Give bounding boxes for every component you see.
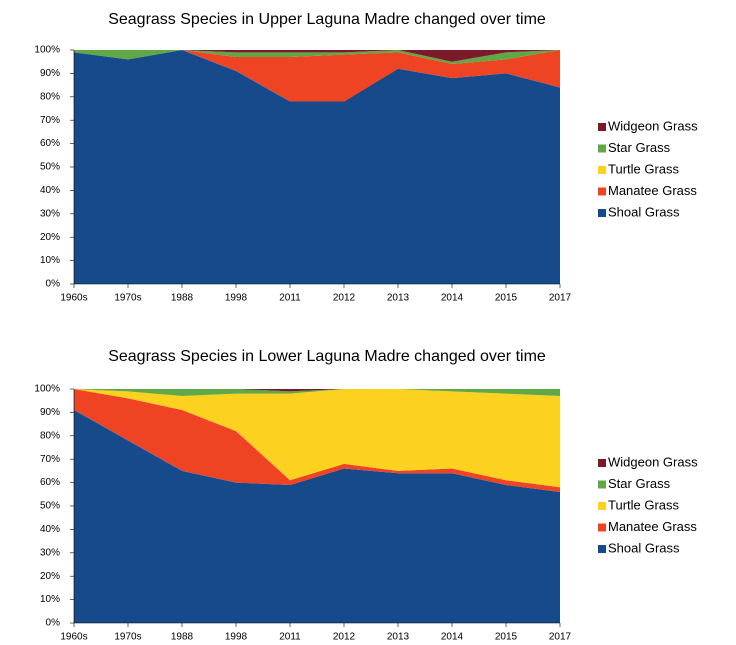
y-tick-label: 40% — [40, 185, 60, 196]
x-tick-label: 1988 — [171, 632, 194, 643]
legend-label: Manatee Grass — [608, 183, 697, 198]
legend-label: Shoal Grass — [608, 204, 680, 219]
y-tick-label: 60% — [40, 138, 60, 149]
x-tick-label: 2012 — [333, 293, 356, 304]
x-tick-label: 2013 — [387, 632, 410, 643]
x-tick-label: 2015 — [495, 632, 518, 643]
y-tick-label: 10% — [40, 255, 60, 266]
y-tick-label: 0% — [46, 618, 61, 629]
y-tick-label: 10% — [40, 594, 60, 605]
area — [74, 50, 560, 62]
x-tick-label: 2017 — [549, 632, 572, 643]
area — [74, 389, 560, 397]
legend-label: Turtle Grass — [608, 161, 680, 176]
legend-swatch — [598, 209, 606, 217]
legend-swatch — [598, 523, 606, 532]
x-tick-label: 1970s — [114, 293, 141, 304]
area — [74, 50, 560, 65]
x-tick-label: 2012 — [333, 632, 356, 643]
legend-label: Widgeon Grass — [608, 118, 698, 133]
y-tick-label: 90% — [40, 407, 60, 418]
x-tick-label: 2014 — [441, 632, 464, 643]
x-tick-label: 1998 — [225, 293, 248, 304]
x-tick-label: 1960s — [60, 632, 87, 643]
legend-swatch — [598, 459, 606, 467]
x-tick-label: 2011 — [279, 632, 301, 643]
y-tick-label: 60% — [40, 477, 60, 488]
y-tick-label: 20% — [40, 232, 60, 243]
x-tick-label: 2014 — [441, 293, 464, 304]
legend-label: Star Grass — [608, 476, 671, 491]
x-tick-label: 1960s — [60, 293, 87, 304]
y-tick-label: 30% — [40, 547, 60, 558]
area — [74, 389, 560, 392]
chart-title: Seagrass Species in Lower Laguna Madre c… — [108, 348, 546, 365]
y-tick-label: 50% — [40, 501, 60, 512]
legend-swatch — [598, 123, 606, 131]
legend-swatch — [598, 144, 606, 153]
legend-label: Manatee Grass — [608, 519, 697, 534]
y-tick-label: 100% — [34, 384, 60, 395]
x-tick-label: 2011 — [279, 293, 301, 304]
legend-label: Shoal Grass — [608, 540, 680, 555]
y-tick-label: 80% — [40, 91, 60, 102]
y-tick-label: 30% — [40, 208, 60, 219]
area — [74, 389, 560, 492]
area — [74, 50, 560, 284]
y-tick-label: 100% — [34, 45, 60, 56]
y-tick-label: 90% — [40, 68, 60, 79]
y-tick-label: 70% — [40, 454, 60, 465]
legend-swatch — [598, 545, 606, 553]
x-tick-label: 2017 — [549, 293, 572, 304]
legend-swatch — [598, 480, 606, 489]
y-tick-label: 70% — [40, 115, 60, 126]
x-tick-label: 1970s — [114, 632, 141, 643]
chart-title: Seagrass Species in Upper Laguna Madre c… — [108, 11, 546, 28]
legend-label: Widgeon Grass — [608, 454, 698, 469]
legend-swatch — [598, 187, 606, 196]
x-tick-label: 1988 — [171, 293, 194, 304]
legend-swatch — [598, 166, 606, 174]
y-tick-label: 40% — [40, 524, 60, 535]
y-tick-label: 0% — [46, 279, 61, 290]
y-tick-label: 80% — [40, 430, 60, 441]
y-tick-label: 50% — [40, 162, 60, 173]
y-tick-label: 20% — [40, 571, 60, 582]
x-tick-label: 1998 — [225, 632, 248, 643]
legend-swatch — [598, 502, 606, 510]
area — [74, 410, 560, 623]
x-tick-label: 2013 — [387, 293, 410, 304]
legend-label: Star Grass — [608, 140, 671, 155]
x-tick-label: 2015 — [495, 293, 518, 304]
area — [74, 50, 560, 102]
area — [74, 389, 560, 488]
legend-label: Turtle Grass — [608, 497, 680, 512]
